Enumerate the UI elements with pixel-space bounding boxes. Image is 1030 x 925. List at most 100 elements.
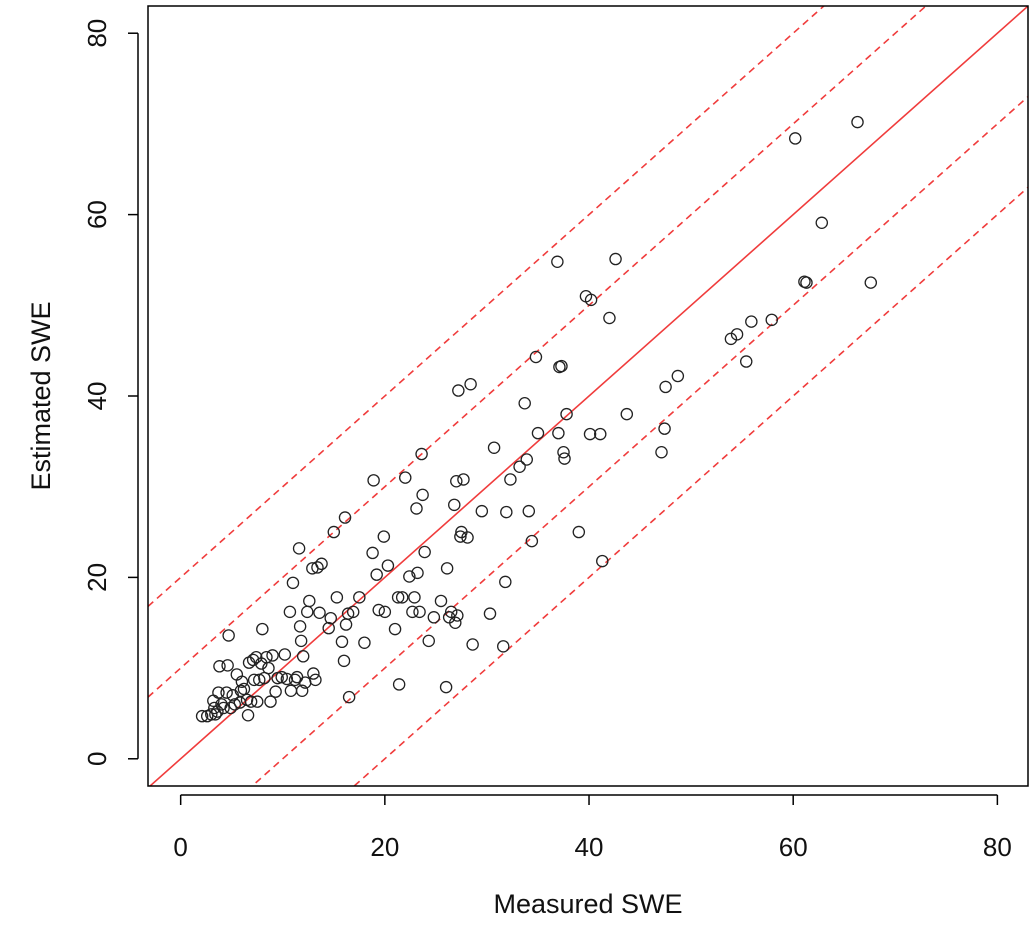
data-point <box>461 531 474 544</box>
y-axis-label: Estimated SWE <box>26 301 56 490</box>
offset-line-3 <box>250 96 1028 786</box>
data-point <box>262 661 275 675</box>
data-point <box>464 377 477 391</box>
data-point <box>367 474 380 487</box>
data-point <box>558 452 571 465</box>
data-point <box>242 656 256 669</box>
data-point <box>221 659 234 672</box>
data-point <box>335 635 349 649</box>
data-point <box>520 453 533 466</box>
data-point <box>237 682 251 696</box>
data-point <box>499 575 512 589</box>
data-point <box>264 695 277 708</box>
data-point <box>217 701 230 715</box>
data-point <box>434 594 448 608</box>
data-point <box>311 561 324 574</box>
data-point <box>406 605 419 619</box>
data-point <box>295 684 309 698</box>
data-point <box>864 276 878 289</box>
data-point <box>391 591 405 604</box>
data-point <box>293 620 307 633</box>
y-tick-label: 20 <box>82 563 112 592</box>
data-point <box>765 313 779 327</box>
data-point <box>246 653 260 667</box>
data-point <box>346 605 360 619</box>
data-point <box>815 216 829 230</box>
data-point <box>395 591 409 604</box>
data-point <box>457 473 470 486</box>
data-point <box>659 380 672 394</box>
data-point <box>745 315 758 328</box>
data-point <box>342 690 356 704</box>
data-point <box>224 701 237 715</box>
data-point <box>358 636 371 649</box>
data-point <box>518 397 531 410</box>
data-point <box>372 603 385 617</box>
data-point <box>370 568 383 581</box>
data-point <box>531 426 545 440</box>
data-point <box>330 591 344 604</box>
data-point <box>284 684 298 698</box>
data-point <box>292 542 306 555</box>
data-point <box>529 350 543 364</box>
data-point <box>851 115 864 129</box>
data-point <box>658 422 671 435</box>
y-axis: 0 20 40 60 80 <box>82 19 139 766</box>
data-point <box>504 473 517 486</box>
data-point <box>212 686 225 699</box>
data-point <box>560 407 573 421</box>
data-point <box>253 673 266 687</box>
data-point <box>324 611 337 625</box>
data-point <box>427 611 441 624</box>
y-tick-label: 0 <box>82 752 112 766</box>
data-point <box>220 686 233 699</box>
data-point <box>222 629 235 642</box>
data-point <box>309 673 322 687</box>
data-point <box>283 605 297 619</box>
data-point <box>525 534 539 548</box>
data-point <box>730 328 744 341</box>
x-axis-label: Measured SWE <box>493 889 682 919</box>
data-point <box>788 132 802 145</box>
data-point <box>497 640 510 653</box>
offset-line-2 <box>148 6 928 698</box>
data-point <box>454 530 467 543</box>
data-points <box>195 115 878 723</box>
data-point <box>513 460 526 473</box>
data-point <box>208 701 221 715</box>
data-point <box>594 427 607 441</box>
data-point <box>483 607 497 620</box>
offset-line-4 <box>353 186 1028 786</box>
data-point <box>392 678 406 691</box>
data-point <box>466 638 479 651</box>
y-tick-label: 60 <box>82 200 112 229</box>
y-tick-label: 40 <box>82 382 112 411</box>
data-point <box>440 562 454 575</box>
x-tick-label: 20 <box>370 832 399 862</box>
data-point <box>339 618 353 631</box>
data-point <box>278 648 292 661</box>
reference-lines <box>148 6 1028 786</box>
data-point <box>266 649 279 662</box>
data-point <box>290 670 304 684</box>
identity-line <box>148 6 1028 786</box>
data-point <box>603 311 616 325</box>
x-tick-label: 40 <box>575 832 604 862</box>
data-point <box>213 660 226 673</box>
data-point <box>408 591 421 604</box>
data-point <box>381 559 395 572</box>
data-point <box>296 650 310 663</box>
data-point <box>522 504 536 518</box>
data-point <box>307 667 320 680</box>
data-point <box>448 498 461 512</box>
data-point <box>410 502 423 515</box>
data-point <box>256 622 269 636</box>
data-point <box>294 634 308 648</box>
data-point <box>415 447 428 461</box>
data-point <box>655 445 668 459</box>
data-point <box>399 471 412 484</box>
data-point <box>552 426 565 440</box>
data-point <box>557 445 570 459</box>
data-point <box>620 407 634 421</box>
